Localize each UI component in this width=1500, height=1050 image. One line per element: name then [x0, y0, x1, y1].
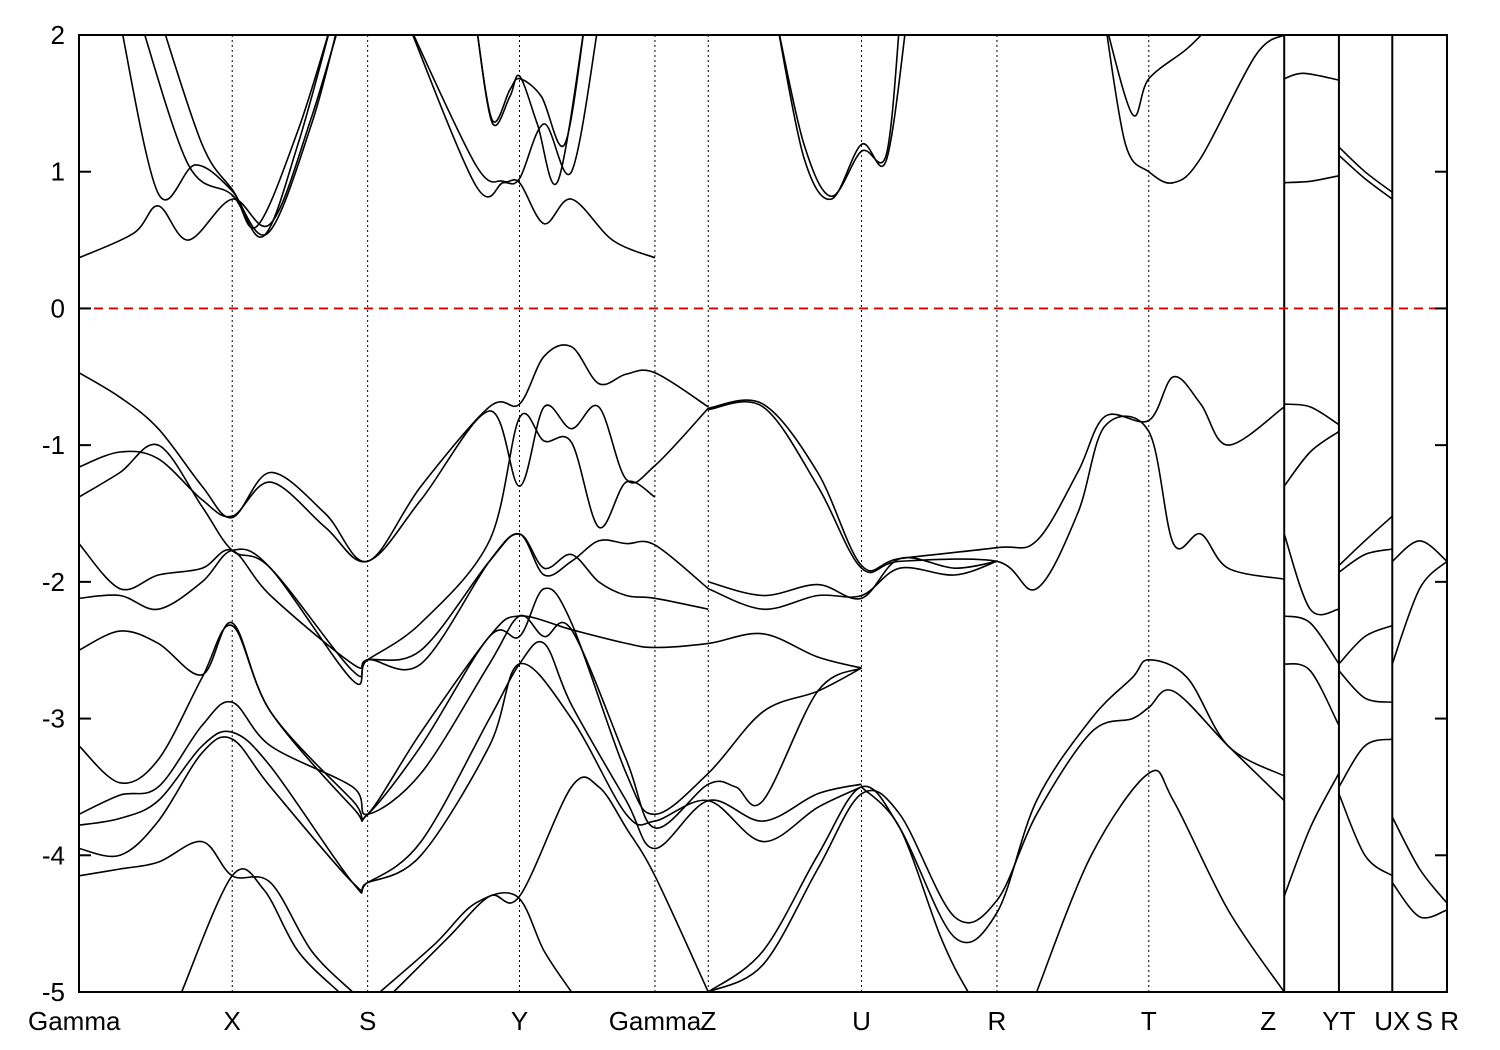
- band-38: [1284, 403, 1340, 426]
- band-lines: [79, 35, 1447, 992]
- y-tick-label-4: -2: [42, 567, 65, 597]
- band-7: [476, 35, 585, 148]
- x-tick-label-5: Z: [700, 1006, 716, 1036]
- band-43: [1283, 772, 1340, 897]
- band-47: [1338, 670, 1393, 703]
- x-tick-label-4: Gamma: [609, 1006, 702, 1036]
- x-tick-label-1: X: [224, 1006, 241, 1036]
- y-tick-label-0: 2: [51, 20, 65, 50]
- band-3: [164, 35, 337, 236]
- x-tick-label-8: T: [1141, 1006, 1157, 1036]
- band-23: [708, 556, 998, 600]
- band-2: [144, 35, 330, 238]
- band-30: [79, 840, 354, 992]
- band-15: [1338, 154, 1393, 200]
- x-tick-label-7: R: [988, 1006, 1007, 1036]
- band-4: [412, 35, 656, 259]
- band-31: [180, 868, 340, 992]
- x-tick-label-3: Y: [511, 1006, 528, 1036]
- band-6: [476, 35, 584, 186]
- band-1: [121, 35, 329, 229]
- band-8: [778, 35, 900, 198]
- band-10: [1106, 35, 1285, 184]
- band-35: [707, 689, 1285, 992]
- band-32: [393, 776, 710, 992]
- band-45: [1338, 548, 1393, 573]
- band-40: [1283, 533, 1340, 616]
- band-5: [411, 35, 598, 198]
- band-12: [1283, 72, 1340, 81]
- band-27: [79, 614, 862, 829]
- band-29: [79, 662, 862, 892]
- band-18: [79, 412, 656, 678]
- band-50: [1391, 540, 1447, 562]
- band-9: [778, 35, 906, 200]
- y-tick-label-5: -3: [42, 704, 65, 734]
- band-48: [1338, 738, 1393, 788]
- x-tick-label-9: Z: [1260, 1006, 1276, 1036]
- band-17: [79, 404, 709, 563]
- band-34: [707, 659, 1285, 992]
- x-tick-label-2: S: [359, 1006, 376, 1036]
- band-36: [860, 786, 970, 992]
- band-21: [79, 532, 709, 669]
- x-tick-label-10: YT: [1322, 1006, 1355, 1036]
- band-37: [1035, 769, 1285, 992]
- x-tick-label-0: Gamma: [28, 1006, 121, 1036]
- band-0: [79, 35, 338, 259]
- band-52: [1391, 816, 1447, 904]
- band-53: [1391, 882, 1447, 919]
- band-46: [1338, 624, 1393, 665]
- y-tick-label-3: -1: [42, 430, 65, 460]
- band-33: [379, 892, 573, 992]
- y-tick-label-7: -5: [42, 977, 65, 1007]
- x-tick-label-12: S R: [1416, 1006, 1459, 1036]
- y-tick-label-6: -4: [42, 840, 65, 870]
- band-51: [1391, 560, 1447, 665]
- x-tick-label-6: U: [852, 1006, 871, 1036]
- band-20: [708, 401, 1285, 591]
- band-24: [708, 560, 998, 611]
- kpoint-gridlines: [231, 35, 1394, 992]
- x-axis: Gamma X S Y Gamma Z U R T Z YT UX S R: [28, 1006, 1459, 1036]
- band-42: [1284, 663, 1340, 726]
- x-tick-label-11: UX: [1374, 1006, 1410, 1036]
- band-25: [79, 615, 862, 821]
- y-tick-label-2: 0: [51, 293, 65, 323]
- band-19: [708, 375, 1285, 572]
- y-tick-label-1: 1: [51, 157, 65, 187]
- band-14: [1338, 146, 1393, 193]
- plot-frame: [78, 34, 1448, 993]
- band-11: [1107, 35, 1203, 117]
- band-26: [79, 587, 862, 822]
- y-axis: 2 1 0 -1 -2 -3 -4 -5: [42, 20, 1447, 1007]
- band-49: [1338, 793, 1393, 877]
- band-13: [1284, 175, 1340, 184]
- band-22: [79, 533, 709, 685]
- band-41: [1283, 615, 1340, 665]
- band-39: [1283, 430, 1340, 487]
- band-44: [1338, 515, 1393, 567]
- band-16: [79, 344, 709, 563]
- band-28: [79, 640, 862, 894]
